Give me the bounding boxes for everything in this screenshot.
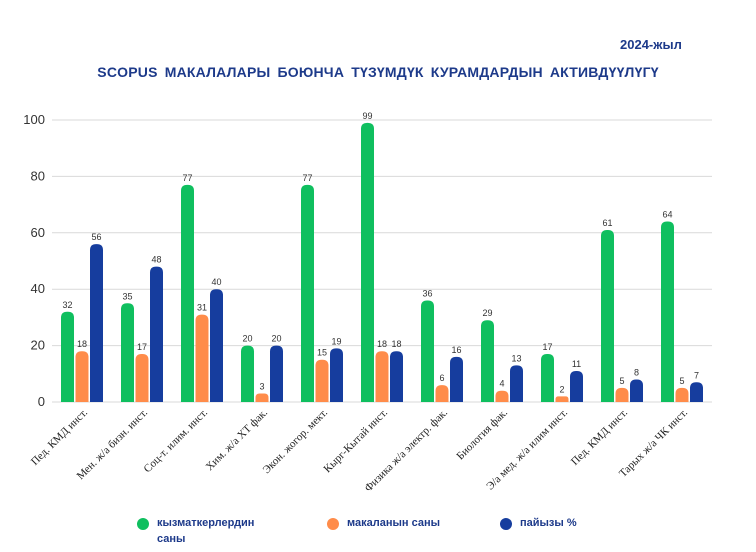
- y-tick-label: 40: [31, 281, 45, 296]
- x-tick-label: Экон. жогор. мект.: [261, 406, 331, 476]
- bar: [661, 221, 674, 402]
- bar: [330, 348, 343, 402]
- bar: [615, 387, 629, 402]
- bar: [210, 289, 223, 402]
- x-tick-label: Хим. ж/а ХТ фак.: [204, 406, 271, 473]
- bar: [361, 122, 374, 402]
- data-label: 99: [362, 111, 372, 121]
- y-tick-label: 0: [38, 394, 45, 409]
- data-label: 29: [482, 308, 492, 318]
- x-tick-label: Биология фак.: [454, 406, 510, 462]
- data-label: 16: [451, 345, 461, 355]
- bar: [450, 356, 463, 402]
- data-label: 64: [662, 210, 672, 220]
- bar: [241, 345, 254, 402]
- bar: [301, 184, 314, 402]
- data-label: 31: [197, 303, 207, 313]
- bar: [690, 382, 703, 402]
- data-label: 40: [211, 277, 221, 287]
- bar: [390, 351, 403, 402]
- bar: [630, 379, 643, 402]
- legend-item-staff: кызматкерлердин саны: [137, 515, 267, 547]
- legend-swatch: [327, 518, 339, 530]
- legend-item-articles: макаланын саны: [327, 515, 467, 531]
- bar: [375, 351, 389, 402]
- data-label: 77: [182, 173, 192, 183]
- bar: [270, 345, 283, 402]
- bar: [435, 385, 449, 402]
- data-label: 35: [122, 291, 132, 301]
- y-tick-label: 100: [23, 112, 45, 127]
- bar: [255, 393, 269, 402]
- data-label: 48: [151, 255, 161, 265]
- data-label: 77: [302, 173, 312, 183]
- data-label: 20: [242, 334, 252, 344]
- data-label: 8: [634, 367, 639, 377]
- bar: [421, 300, 434, 402]
- chart-title: SCOPUS МАКАЛАЛАРЫ БОЮНЧА ТҮЗҮМДҮК КУРАМД…: [97, 64, 659, 80]
- data-label: 4: [499, 379, 504, 389]
- data-label: 17: [137, 342, 147, 352]
- data-label: 36: [422, 288, 432, 298]
- bar: [570, 370, 583, 402]
- x-tick-label: Кырг-Кытай инст.: [322, 406, 391, 475]
- bar: [601, 229, 614, 402]
- bar: [555, 396, 569, 402]
- data-label: 17: [542, 342, 552, 352]
- bar: [195, 314, 209, 402]
- y-axis-ticks: 0 20 40 60 80 100: [23, 112, 45, 409]
- y-tick-label: 80: [31, 168, 45, 183]
- bar: [181, 184, 194, 402]
- data-label: 6: [439, 373, 444, 383]
- legend-label: кызматкерлердин саны: [157, 517, 255, 545]
- data-label: 2: [559, 384, 564, 394]
- data-label: 5: [679, 376, 684, 386]
- legend-label: макаланын саны: [347, 517, 440, 529]
- x-tick-label: Тарых ж/а ЧК инст.: [617, 406, 690, 479]
- data-label: 3: [259, 382, 264, 392]
- data-label: 18: [77, 339, 87, 349]
- x-axis-ticks: Пед. КМД инст.Мен. ж/а бизн. инст.Соц-т.…: [29, 406, 690, 494]
- bar: [135, 354, 149, 402]
- y-tick-label: 60: [31, 225, 45, 240]
- x-tick-label: Пед. КМД инст.: [569, 406, 630, 467]
- legend-item-percent: пайызы %: [500, 515, 620, 531]
- bar: [510, 365, 523, 402]
- legend-swatch: [137, 518, 149, 530]
- data-label: 56: [91, 232, 101, 242]
- bar: [495, 390, 509, 402]
- bar: [675, 387, 689, 402]
- bar: [150, 266, 163, 402]
- data-label: 61: [602, 218, 612, 228]
- data-label: 19: [331, 336, 341, 346]
- year-label: 2024-жыл: [620, 37, 682, 52]
- bar: [61, 311, 74, 402]
- data-label: 7: [694, 370, 699, 380]
- bar: [121, 303, 134, 402]
- data-label: 5: [619, 376, 624, 386]
- bar: [90, 244, 103, 402]
- data-label: 20: [271, 334, 281, 344]
- bar: [481, 320, 494, 402]
- data-label: 11: [572, 359, 581, 369]
- bar: [315, 359, 329, 402]
- x-tick-label: Пед. КМД инст.: [29, 406, 90, 467]
- legend-swatch: [500, 518, 512, 530]
- data-label: 13: [511, 353, 521, 363]
- x-tick-label: Соц-т. илим. инст.: [142, 406, 211, 475]
- legend-label: пайызы %: [520, 517, 577, 529]
- data-label: 18: [377, 339, 387, 349]
- y-tick-label: 20: [31, 338, 45, 353]
- data-label: 32: [62, 300, 72, 310]
- data-label: 18: [391, 339, 401, 349]
- bar: [75, 351, 89, 402]
- data-label: 15: [317, 348, 327, 358]
- bar: [541, 354, 554, 402]
